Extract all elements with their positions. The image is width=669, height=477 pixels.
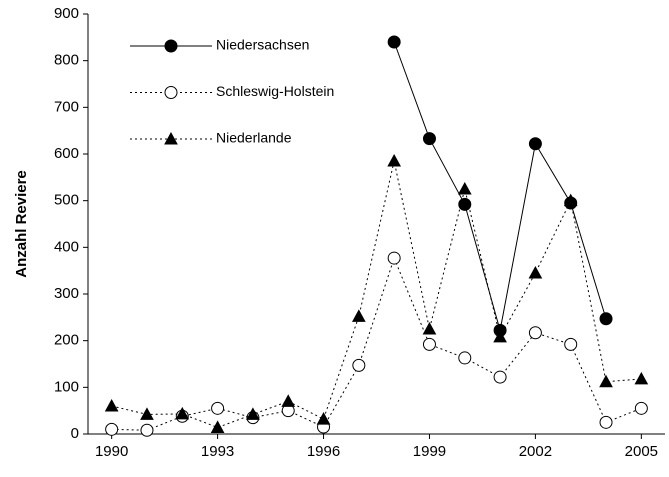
x-tick-label: 1993 (201, 443, 234, 460)
data-point (422, 132, 436, 146)
data-point (528, 137, 542, 151)
data-point (493, 329, 507, 343)
data-point (458, 351, 472, 365)
x-tick-label: 1996 (307, 443, 340, 460)
data-point (458, 197, 472, 211)
y-tick-label: 0 (71, 425, 79, 442)
data-point (352, 309, 366, 322)
data-point (599, 312, 613, 326)
series-line (111, 256, 642, 431)
data-point (493, 370, 507, 384)
data-point (599, 415, 613, 429)
y-tick-label: 100 (54, 378, 79, 395)
series-line (111, 160, 642, 429)
data-point (140, 423, 154, 437)
data-point (387, 153, 401, 167)
legend-marker (164, 39, 178, 53)
data-point (457, 181, 472, 195)
legend-label: Schleswig-Holstein (216, 83, 334, 99)
data-point (387, 251, 401, 265)
data-point (140, 407, 154, 420)
x-tick-label: 1999 (413, 443, 446, 460)
legend-marker (164, 86, 178, 99)
y-tick-label: 900 (54, 5, 79, 22)
legend-label: Niederlande (216, 130, 292, 146)
legend-marker (164, 131, 178, 145)
y-tick-label: 800 (54, 52, 79, 69)
y-tick-label: 200 (54, 332, 79, 349)
data-point (422, 321, 437, 335)
data-point (422, 337, 436, 351)
data-point (211, 401, 225, 415)
data-point (564, 337, 578, 351)
y-tick-label: 400 (54, 238, 79, 255)
series-line (393, 41, 607, 331)
y-tick-label: 500 (54, 192, 79, 209)
x-tick-label: 1990 (95, 443, 128, 460)
y-tick-label: 700 (54, 98, 79, 115)
data-point (528, 265, 543, 279)
data-point (281, 394, 296, 407)
x-tick-label: 2002 (519, 443, 552, 460)
data-point (634, 371, 649, 385)
data-point (528, 326, 542, 340)
data-point (104, 398, 119, 412)
x-tick-label: 2005 (625, 443, 658, 460)
data-point (105, 422, 119, 436)
data-point (316, 412, 331, 425)
data-point (352, 358, 366, 372)
data-point (599, 374, 613, 388)
y-axis-label: Anzahl Reviere (13, 170, 30, 278)
data-point (175, 406, 190, 420)
data-point (210, 420, 225, 433)
data-point (563, 193, 578, 207)
y-tick-label: 600 (54, 145, 79, 162)
data-point (634, 401, 648, 415)
legend-label: Niedersachsen (216, 37, 309, 53)
y-tick-label: 300 (54, 285, 79, 302)
data-point (246, 407, 260, 420)
data-point (387, 35, 401, 49)
